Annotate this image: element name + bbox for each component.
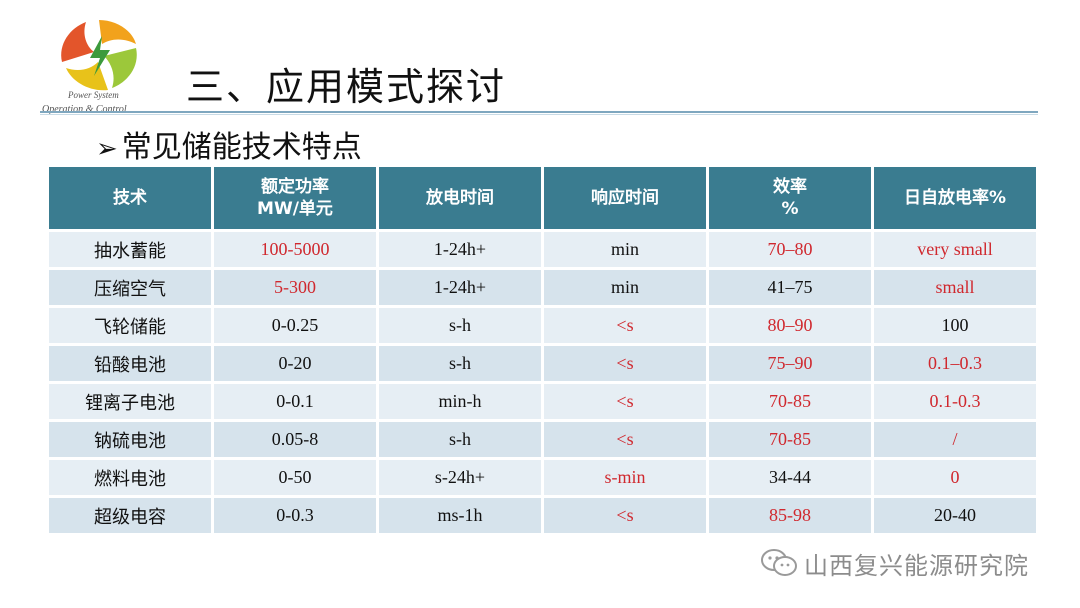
tech-name-cell: 抽水蓄能 (49, 232, 211, 267)
column-header: 技术 (49, 167, 211, 229)
arrow-bullet-icon: ➢ (96, 134, 118, 164)
watermark-text: 山西复兴能源研究院 (804, 552, 1029, 580)
column-header-line: MW/单元 (257, 199, 333, 219)
table-cell: 0-50 (214, 460, 376, 495)
table-cell: / (874, 422, 1036, 457)
tech-name-cell: 飞轮储能 (49, 308, 211, 343)
tech-name-cell: 燃料电池 (49, 460, 211, 495)
table-cell: min-h (379, 384, 541, 419)
table-cell: 100-5000 (214, 232, 376, 267)
table-cell: 75–90 (709, 346, 871, 381)
table-cell: 0.1-0.3 (874, 384, 1036, 419)
column-header: 效率% (709, 167, 871, 229)
table-cell: 34-44 (709, 460, 871, 495)
column-header-line: 响应时间 (591, 188, 659, 208)
tech-name-cell: 铅酸电池 (49, 346, 211, 381)
tech-name-cell: 超级电容 (49, 498, 211, 533)
tech-name-cell: 钠硫电池 (49, 422, 211, 457)
column-header-line: 效率 (773, 177, 807, 197)
table-cell: <s (544, 384, 706, 419)
table-cell: <s (544, 498, 706, 533)
wechat-icon (761, 549, 797, 576)
table-cell: 85-98 (709, 498, 871, 533)
table-cell: 1-24h+ (379, 232, 541, 267)
table-cell: 1-24h+ (379, 270, 541, 305)
column-header-line: 额定功率 (261, 177, 329, 197)
power-logo-icon (61, 20, 137, 91)
table-header-row: 技术 额定功率 MW/单元 放电时间 响应时间 效率% 日自放电率% (49, 167, 1036, 229)
logo-text-line2: Operation & Control (42, 104, 127, 115)
table-cell: 0.05-8 (214, 422, 376, 457)
table-cell: ms-1h (379, 498, 541, 533)
section-heading: ➢ 常见储能技术特点 (96, 128, 362, 169)
table-cell: 70-85 (709, 384, 871, 419)
column-header-line: 放电时间 (426, 188, 494, 208)
table-row: 钠硫电池 0.05-8 s-h <s 70-85/ (49, 422, 1036, 457)
table-row: 铅酸电池 0-20 s-h <s 75–90 0.1–0.3 (49, 346, 1036, 381)
column-header: 响应时间 (544, 167, 706, 229)
title-divider (40, 111, 1038, 113)
table-cell: 0-0.1 (214, 384, 376, 419)
table-row: 飞轮储能 0-0.25 s-h <s 80–90 100 (49, 308, 1036, 343)
table-cell: s-h (379, 346, 541, 381)
table-cell: s-h (379, 308, 541, 343)
table-row: 压缩空气 5-300 1-24h+ min 41–75 small (49, 270, 1036, 305)
storage-tech-table: 技术 额定功率 MW/单元 放电时间 响应时间 效率% 日自放电率% 抽水蓄能 100-500… (46, 164, 1039, 536)
section-heading-text: 常见储能技术特点 (121, 130, 362, 165)
table-cell: s-24h+ (379, 460, 541, 495)
table-cell: 41–75 (709, 270, 871, 305)
slide-title: 三、应用模式探讨 (186, 65, 507, 109)
logo-text-line1: Power System (68, 90, 119, 100)
title-divider-light (40, 114, 1038, 115)
table-row: 超级电容 0-0.3 ms-1h <s 85-98 20-40 (49, 498, 1036, 533)
table-row: 抽水蓄能 100-5000 1-24h+ min 70–80 very small (49, 232, 1036, 267)
column-header-line: % (781, 199, 799, 219)
table-cell: 70-85 (709, 422, 871, 457)
table-cell: <s (544, 422, 706, 457)
table-row: 燃料电池 0-50 s-24h+ s-min 34-44 0 (49, 460, 1036, 495)
table-cell: 20-40 (874, 498, 1036, 533)
table-cell: 0-0.25 (214, 308, 376, 343)
column-header-line: 技术 (113, 188, 147, 208)
column-header: 放电时间 (379, 167, 541, 229)
table-cell: <s (544, 346, 706, 381)
tech-name-cell: 锂离子电池 (49, 384, 211, 419)
table-cell: 80–90 (709, 308, 871, 343)
table-cell: 0-0.3 (214, 498, 376, 533)
tech-name-cell: 压缩空气 (49, 270, 211, 305)
logo: Power System Operation & Control (42, 14, 162, 122)
table-cell: s-h (379, 422, 541, 457)
table-cell: s-min (544, 460, 706, 495)
table-cell: <s (544, 308, 706, 343)
table-cell: 0-20 (214, 346, 376, 381)
column-header: 额定功率 MW/单元 (214, 167, 376, 229)
table-cell: very small (874, 232, 1036, 267)
table-cell: 0 (874, 460, 1036, 495)
table-cell: 0.1–0.3 (874, 346, 1036, 381)
table-cell: 70–80 (709, 232, 871, 267)
table-row: 锂离子电池 0-0.1 min-h <s 70-85 0.1-0.3 (49, 384, 1036, 419)
column-header: 日自放电率% (874, 167, 1036, 229)
table-cell: 100 (874, 308, 1036, 343)
table-cell: min (544, 232, 706, 267)
column-header-line: 日自放电率% (903, 188, 1007, 208)
table-cell: small (874, 270, 1036, 305)
table-cell: 5-300 (214, 270, 376, 305)
table-cell: min (544, 270, 706, 305)
